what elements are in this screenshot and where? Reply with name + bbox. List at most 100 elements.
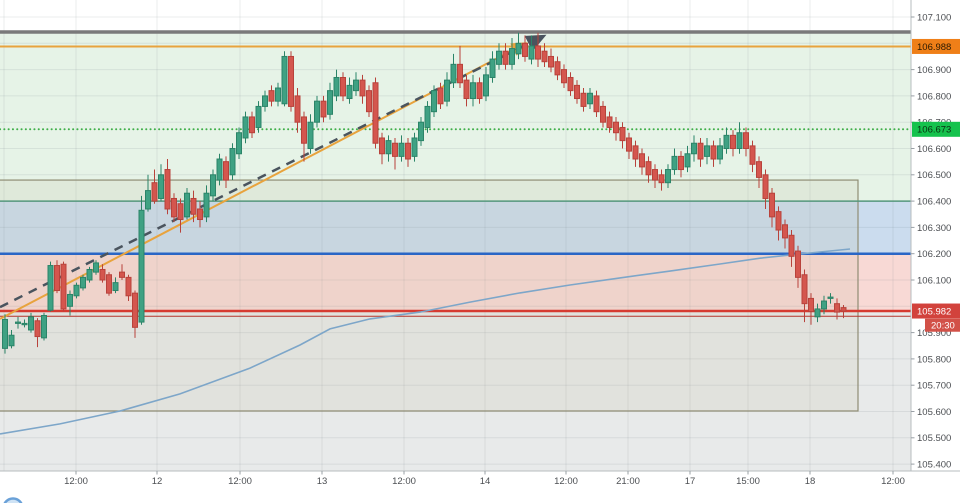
candle-body [593, 95, 600, 113]
candle-body [658, 174, 665, 184]
candle [353, 72, 359, 96]
candle-body [372, 82, 379, 144]
price-tick-label: 106.300 [917, 223, 951, 234]
moving-average [0, 248, 851, 435]
candle-body [535, 45, 541, 60]
candle [86, 266, 93, 283]
candle-body [775, 211, 782, 231]
candle [717, 137, 723, 165]
candle [652, 164, 658, 188]
candle [418, 116, 424, 146]
badge-label: 20:30 [931, 321, 955, 332]
badge-label: 105.982 [917, 306, 951, 317]
candle [203, 185, 210, 223]
candle [379, 132, 385, 165]
candle-body [619, 126, 626, 142]
time-tick-label: 12:00 [554, 476, 578, 487]
price-tick-label: 106.400 [917, 197, 951, 208]
candle-body [216, 158, 223, 181]
price-axis-panel[interactable] [911, 0, 960, 503]
price-tick-label: 106.900 [917, 65, 951, 76]
candle-body [132, 292, 138, 328]
candle-body [723, 134, 730, 150]
candle [301, 111, 307, 162]
blue-zone [0, 201, 911, 254]
candle-body [437, 87, 444, 105]
candle [808, 293, 814, 325]
candle-body [522, 42, 528, 57]
candle-body [275, 87, 281, 102]
badge-bg [912, 121, 960, 137]
candle-body [476, 82, 483, 100]
candle-body [2, 318, 8, 349]
candle-body [574, 84, 580, 100]
price-tick-label: 106.500 [917, 170, 951, 181]
upper-white-zone [0, 0, 911, 32]
candle-body [749, 145, 756, 165]
candle [457, 45, 463, 89]
candle-body [366, 90, 372, 113]
candle-body [333, 76, 340, 97]
candle-body [307, 121, 314, 149]
candle-body [483, 74, 489, 97]
candle-body [554, 61, 561, 76]
candle-body [626, 137, 632, 152]
candle-body [190, 197, 197, 215]
candle-body [379, 137, 385, 155]
price-tick-label: 106.800 [917, 91, 951, 102]
badge-bg [912, 38, 960, 54]
candle-body [743, 132, 749, 150]
candle-body [255, 105, 262, 128]
candle [236, 127, 242, 160]
candle-body [210, 174, 216, 197]
badge-bg [912, 303, 960, 319]
candle [814, 303, 821, 323]
candle-body [353, 79, 359, 92]
candle [775, 206, 782, 241]
candle [138, 195, 145, 325]
candle [665, 164, 671, 188]
candle-body [106, 274, 112, 294]
candle [704, 137, 710, 165]
candle [327, 82, 333, 120]
candle-body [73, 284, 80, 297]
candle [359, 74, 366, 104]
price-tick-label: 107.100 [917, 12, 951, 23]
candle-body [457, 63, 463, 84]
candle-body [788, 234, 795, 257]
candle-body [112, 282, 119, 292]
candle-body [509, 48, 515, 65]
candle-body [86, 268, 93, 281]
candle-body [717, 145, 723, 160]
candle-body [411, 137, 418, 157]
candle-body [424, 105, 431, 128]
candle-body [184, 192, 190, 218]
candle [80, 274, 86, 291]
candle [587, 88, 593, 110]
candle-body [652, 169, 658, 181]
candle-body [684, 153, 691, 168]
candle-body [580, 92, 587, 107]
candle [164, 159, 171, 215]
candle-body [613, 121, 619, 134]
candle [15, 316, 21, 329]
time-tick-label: 17 [685, 476, 696, 487]
candle [229, 143, 236, 181]
candle-body [197, 208, 203, 221]
price-tick-label: 106.100 [917, 275, 951, 286]
candle [93, 260, 99, 275]
candle [528, 35, 535, 65]
candle-body [15, 321, 21, 324]
candle [262, 90, 268, 112]
time-axis-panel[interactable] [0, 471, 911, 503]
tradingview-logo[interactable] [3, 497, 23, 503]
candle [489, 51, 496, 83]
candle-body [639, 153, 645, 168]
candle [606, 111, 613, 133]
candle-body [54, 265, 60, 292]
candle-body [548, 55, 554, 68]
candle [554, 56, 561, 81]
candle [639, 148, 645, 175]
candle [502, 43, 509, 70]
